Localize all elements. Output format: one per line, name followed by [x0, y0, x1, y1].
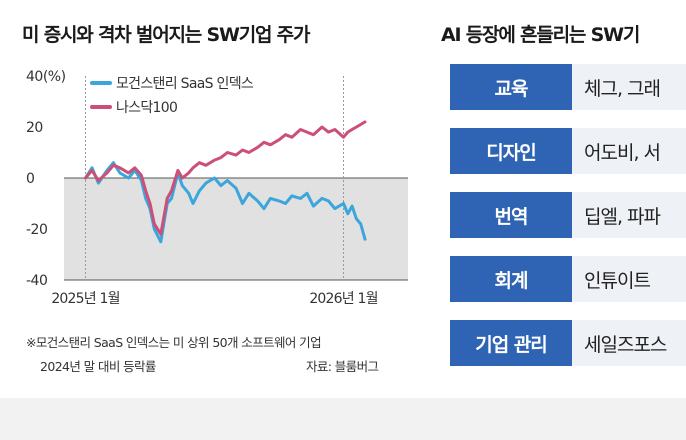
legend-label: 모건스탠리 SaaS 인덱스: [116, 76, 254, 92]
y-tick-label: 40(%): [26, 69, 66, 85]
table-row: 디자인 어도비, 서: [450, 128, 686, 174]
y-tick-label: 0: [26, 171, 34, 187]
row-value: 딥엘, 파파: [572, 192, 686, 238]
row-value: 체그, 그래: [572, 64, 686, 110]
y-tick-label: -20: [26, 222, 47, 238]
row-label: 디자인: [450, 128, 572, 174]
source-note: 자료: 블룸버그: [306, 359, 379, 374]
y-tick-label: -40: [26, 273, 47, 289]
bottom-band: [0, 398, 686, 440]
row-label: 회계: [450, 256, 572, 302]
change-basis-note: 2024년 말 대비 등락률: [40, 359, 156, 374]
legend-label: 나스닥100: [116, 100, 177, 116]
table-row: 회계 인튜이트: [450, 256, 686, 302]
negative-region: [64, 178, 408, 280]
series-line-saas: [84, 161, 367, 244]
table-row: 기업 관리 세일즈포스: [450, 320, 686, 366]
x-tick-label: 2026년 1월: [309, 291, 377, 307]
chart-title: 미 증시와 격차 벌어지는 SW기업 주가: [22, 24, 310, 46]
row-value: 세일즈포스: [572, 320, 686, 366]
x-tick-label: 2025년 1월: [51, 291, 119, 307]
infographic: 미 증시와 격차 벌어지는 SW기업 주가 AI 등장에 흔들리는 SW기 40…: [22, 24, 686, 374]
table-title: AI 등장에 흔들리는 SW기: [441, 24, 640, 46]
table-row: 번역 딥엘, 파파: [450, 192, 686, 238]
row-label: 번역: [450, 192, 572, 238]
series-line-nasdaq: [84, 120, 367, 236]
row-label: 교육: [450, 64, 572, 110]
y-tick-label: 20: [26, 120, 43, 136]
index-note: ※모건스탠리 SaaS 인덱스는 미 상위 50개 소프트웨어 기업: [26, 335, 322, 350]
table-row: 교육 체그, 그래: [450, 64, 686, 110]
row-value: 인튜이트: [572, 256, 686, 302]
row-value: 어도비, 서: [572, 128, 686, 174]
row-label: 기업 관리: [450, 320, 572, 366]
